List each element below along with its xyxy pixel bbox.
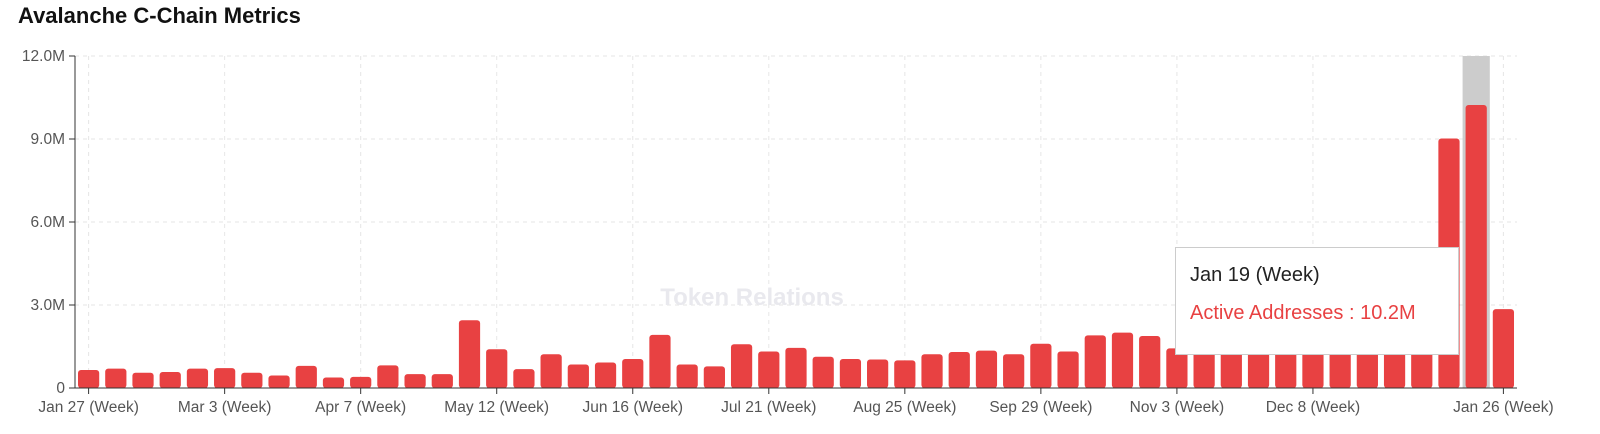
x-tick-label: Aug 25 (Week) [853, 399, 956, 416]
bar[interactable] [1302, 349, 1324, 388]
bar[interactable] [594, 362, 617, 388]
bar[interactable] [1057, 351, 1079, 388]
x-tick-label: Jul 21 (Week) [721, 399, 816, 416]
bar[interactable] [1220, 349, 1242, 388]
y-tick-label: 6.0M [31, 214, 65, 231]
bar[interactable] [649, 334, 671, 388]
bar[interactable] [1111, 332, 1134, 388]
bar[interactable] [1383, 349, 1406, 388]
bar[interactable] [241, 372, 263, 388]
bar[interactable] [513, 369, 535, 388]
y-axis-ticks: 0 3.0M 6.0M 9.0M 12.0M [22, 48, 75, 397]
bar[interactable] [894, 360, 916, 388]
bar[interactable] [921, 354, 943, 388]
bar[interactable] [404, 374, 426, 388]
bar[interactable] [268, 375, 290, 388]
bar[interactable] [839, 358, 862, 388]
bar[interactable] [975, 350, 998, 388]
tooltip-series-value: 10.2M [1360, 302, 1416, 324]
bar[interactable] [295, 365, 317, 388]
bar[interactable] [105, 368, 127, 388]
bar[interactable] [1139, 335, 1161, 388]
bar[interactable] [159, 371, 181, 388]
bar[interactable] [1084, 335, 1106, 388]
bar[interactable] [622, 358, 644, 388]
bar[interactable] [1411, 349, 1433, 388]
x-axis-ticks: Jan 27 (Week) Mar 3 (Week) Apr 7 (Week) May… [38, 388, 1554, 416]
x-tick-label: Nov 3 (Week) [1130, 399, 1224, 416]
bar[interactable] [214, 368, 236, 388]
bar[interactable] [540, 354, 562, 388]
y-tick-label: 12.0M [22, 48, 65, 65]
bar[interactable] [1275, 349, 1297, 388]
x-tick-label: Dec 8 (Week) [1266, 399, 1360, 416]
bar[interactable] [486, 349, 508, 388]
bar[interactable] [1492, 309, 1515, 388]
watermark: Token Relations [660, 284, 844, 311]
bar[interactable] [377, 365, 399, 388]
bar[interactable] [703, 366, 725, 388]
bar[interactable] [1247, 349, 1270, 388]
bar[interactable] [730, 344, 753, 388]
bar[interactable] [758, 351, 780, 388]
x-tick-label: Apr 7 (Week) [315, 399, 406, 416]
x-tick-label: May 12 (Week) [444, 399, 549, 416]
bar[interactable] [1003, 354, 1025, 388]
y-tick-label: 3.0M [31, 297, 65, 314]
x-tick-label: Jan 26 (Week) [1453, 399, 1554, 416]
x-tick-label: Mar 3 (Week) [178, 399, 272, 416]
bar[interactable] [1329, 349, 1351, 388]
bar[interactable] [322, 377, 345, 388]
bar[interactable] [186, 368, 209, 388]
bar[interactable] [1356, 349, 1378, 388]
bar[interactable] [1166, 348, 1188, 388]
bar[interactable] [1465, 104, 1487, 388]
x-tick-label: Jan 27 (Week) [38, 399, 139, 416]
bar[interactable] [948, 352, 970, 388]
bar[interactable] [1030, 343, 1052, 388]
bar[interactable] [431, 374, 453, 388]
bar[interactable] [812, 356, 834, 388]
tooltip-title: Jan 19 (Week) [1190, 264, 1320, 286]
bar[interactable] [1193, 349, 1215, 388]
bar[interactable] [785, 347, 807, 388]
bar[interactable] [77, 370, 100, 388]
x-tick-label: Jun 16 (Week) [582, 399, 683, 416]
bar[interactable] [676, 364, 698, 388]
x-tick-label: Sep 29 (Week) [989, 399, 1092, 416]
bar[interactable] [350, 376, 372, 388]
tooltip-value: Active Addresses : 10.2M [1190, 302, 1416, 324]
bar[interactable] [567, 364, 589, 388]
bar[interactable] [458, 320, 481, 388]
chart-title: Avalanche C-Chain Metrics [18, 3, 301, 28]
y-tick-label: 0 [56, 380, 65, 397]
bar[interactable] [132, 372, 154, 388]
tooltip-series-name: Active Addresses [1190, 302, 1344, 324]
y-tick-label: 9.0M [31, 131, 65, 148]
bar[interactable] [867, 359, 889, 388]
tooltip: Jan 19 (Week) Active Addresses : 10.2M [1175, 247, 1459, 355]
